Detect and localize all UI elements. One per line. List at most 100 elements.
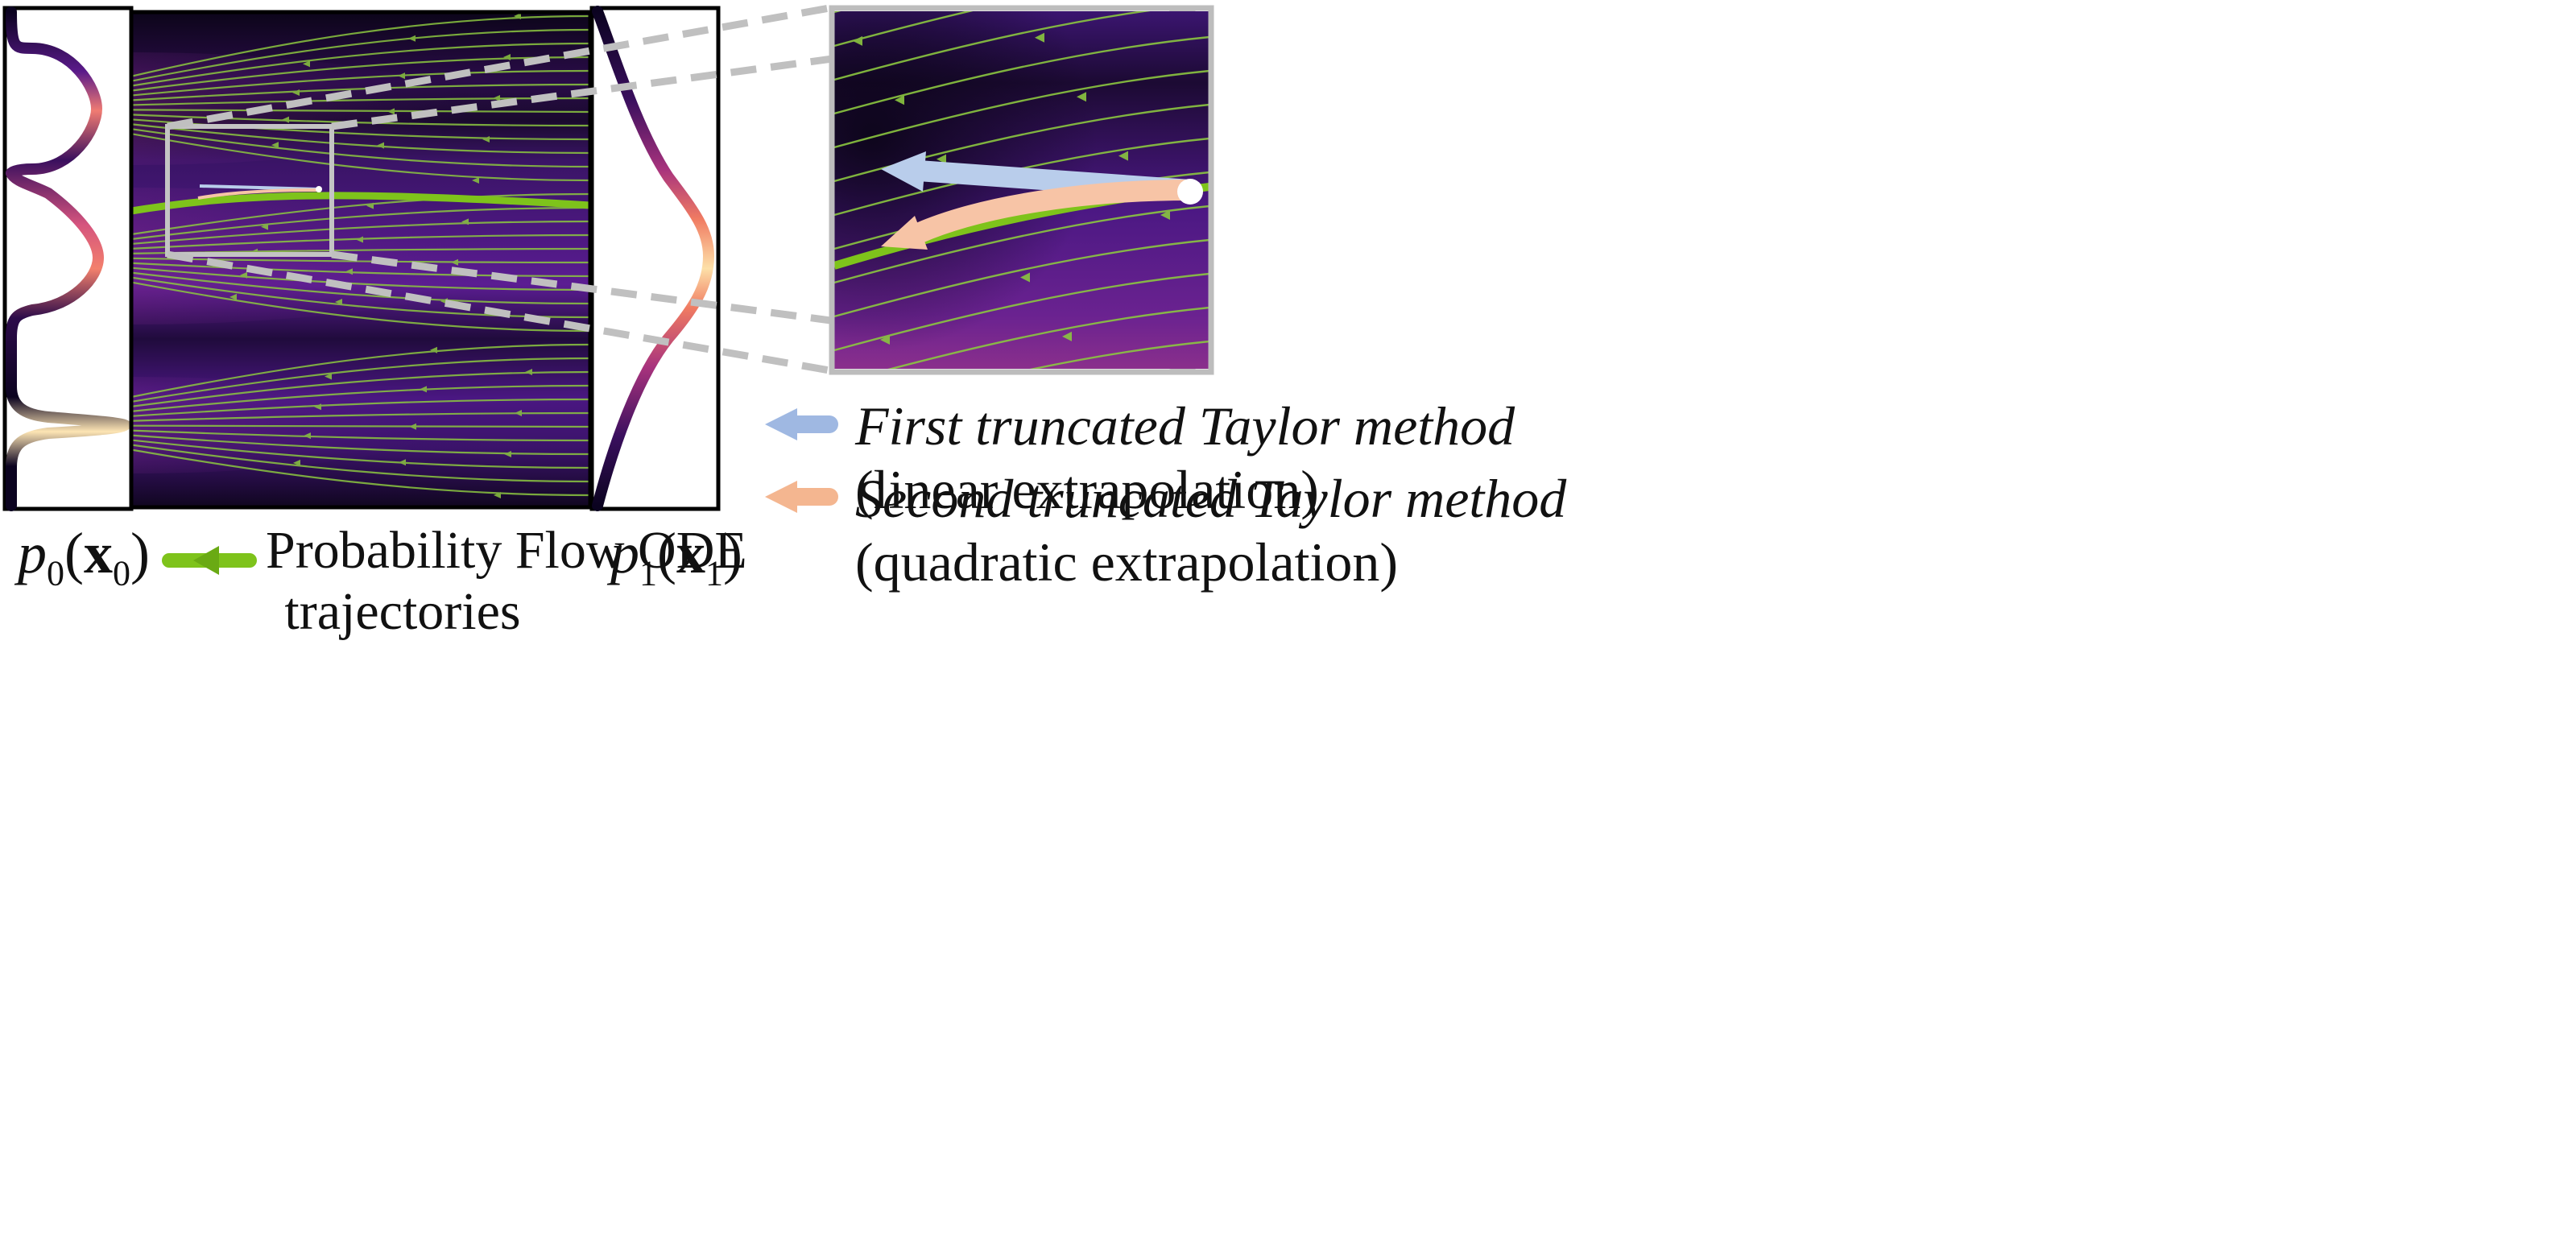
streamline: [131, 434, 590, 456]
ode-legend-label: Probability Flow ODE trajectories: [266, 521, 747, 641]
zoom-streamline: [834, 11, 974, 48]
streamline: [131, 398, 590, 417]
streamline-arrowhead: [261, 223, 268, 230]
zoom-streamline: [834, 238, 1209, 318]
streamline-arrowhead: [515, 410, 522, 416]
streamline-arrowhead: [420, 386, 427, 393]
streamline-arrowhead: [493, 95, 500, 101]
streamline: [131, 370, 590, 407]
zoom-streamline: [834, 205, 1209, 284]
streamline-arrowhead: [303, 60, 310, 68]
zoom-streamline-arrowhead: [937, 154, 946, 164]
zoom-streamline: [834, 69, 1209, 149]
zoom-streamline-arrowhead: [1077, 92, 1086, 102]
streamline: [131, 448, 590, 497]
streamline-arrowhead: [229, 293, 237, 300]
streamline-arrowhead: [482, 136, 490, 143]
streamline: [131, 444, 590, 483]
streamline-arrowhead: [503, 54, 511, 60]
streamline: [131, 281, 590, 333]
zoom-streamline: [1029, 340, 1209, 369]
streamline: [131, 123, 590, 155]
p1-density-panel: [589, 6, 721, 511]
streamline: [131, 133, 590, 182]
zoom-streamline-arrowhead: [1118, 151, 1128, 161]
streamline: [131, 357, 590, 403]
streamline: [131, 109, 590, 114]
zoom-region-box: [165, 124, 334, 257]
p0-label: p0(x0): [18, 521, 150, 593]
mini-quadratic-arrow: [197, 188, 319, 200]
streamline-arrowhead: [399, 459, 406, 466]
streamline: [131, 424, 590, 428]
zoom-quadratic-arrowhead: [881, 216, 928, 250]
streamline-arrowhead: [408, 35, 416, 42]
ode-legend-arrow: [162, 546, 257, 575]
p0-density-panel: [2, 6, 135, 511]
streamline-arrowhead: [387, 108, 395, 115]
streamline: [131, 220, 590, 246]
streamline: [131, 56, 590, 92]
streamline-arrowhead: [271, 142, 279, 149]
zoom-streamline-arrowhead: [853, 35, 862, 46]
streamline-arrowhead: [356, 236, 363, 243]
zoom-streamline-arrowhead: [880, 334, 890, 345]
p0-density-curve: [5, 6, 135, 511]
streamline-arrowhead: [304, 432, 311, 440]
streamline-arrowhead: [504, 451, 511, 457]
streamline-arrowhead: [409, 423, 416, 430]
streamline: [131, 234, 590, 250]
p1-label: p1(x1): [610, 521, 742, 593]
zoom-streamline: [834, 11, 1151, 81]
zoom-linear-arrowhead: [881, 151, 926, 192]
legend-linear-text: First truncated Taylor method (linear ex…: [855, 395, 1515, 520]
streamline-arrowhead: [335, 298, 342, 305]
streamline-arrowhead: [292, 89, 300, 96]
legend-quadratic-arrow: [765, 481, 838, 513]
zoom-panel: [829, 5, 1214, 375]
zoom-streamline-arrowhead: [1062, 331, 1072, 341]
streamline: [131, 439, 590, 469]
legend-linear-arrow: [765, 408, 838, 440]
streamline-arrowhead: [494, 492, 501, 498]
ode-main-trajectory: [131, 192, 590, 215]
zoom-streamline: [834, 35, 1209, 115]
streamline-arrowhead: [325, 373, 332, 380]
zoom-start-point: [1177, 179, 1203, 205]
streamline-arrowhead: [430, 346, 437, 353]
streamline: [131, 83, 590, 101]
streamline-arrowhead: [314, 403, 321, 411]
zoom-streamline-arrowhead: [1020, 272, 1030, 283]
zoom-streamline-arrowhead: [895, 95, 904, 105]
legend-quadratic-text: Second truncated Taylor method (quadrati…: [855, 468, 1567, 593]
streamline-arrowhead: [525, 369, 532, 375]
streamline-arrowhead: [240, 271, 247, 279]
streamline: [131, 429, 590, 442]
streamline: [131, 276, 590, 319]
zoom-streamline-arrowhead: [1160, 210, 1170, 221]
streamline-arrowhead: [366, 202, 374, 209]
streamline-arrowhead: [514, 13, 521, 19]
streamline-arrowhead: [377, 142, 384, 149]
streamline: [131, 69, 590, 97]
zoom-streamline: [834, 137, 1209, 217]
p1-density-curve: [592, 6, 715, 511]
streamline: [131, 206, 590, 241]
streamline: [131, 384, 590, 412]
streamline-arrowhead: [472, 177, 479, 184]
streamline-arrowhead: [293, 459, 300, 466]
streamline: [131, 128, 590, 168]
mini-start-point: [316, 186, 322, 192]
streamline: [131, 28, 590, 82]
streamline-arrowhead: [461, 218, 469, 225]
streamline: [131, 42, 590, 87]
streamline: [131, 97, 590, 106]
streamline: [131, 192, 590, 236]
zoom-streamline: [834, 272, 1209, 352]
streamline: [131, 271, 590, 305]
zoom-streamline-arrowhead: [1035, 32, 1044, 43]
streamline-arrowhead: [345, 268, 353, 275]
zoom-quadratic-arrow: [913, 180, 1191, 243]
zoom-streamline: [887, 306, 1209, 369]
